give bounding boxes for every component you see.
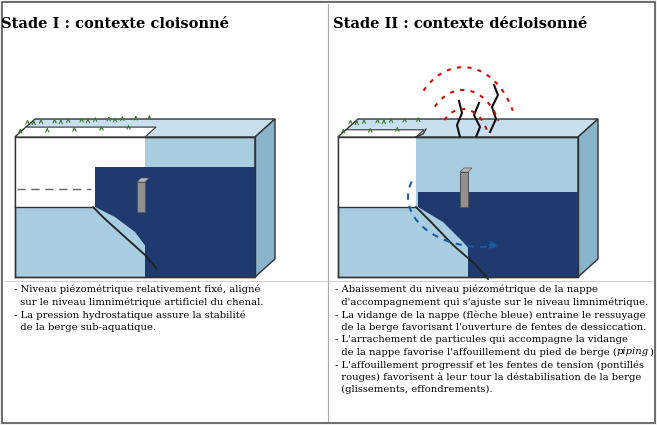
Polygon shape xyxy=(137,178,149,182)
Polygon shape xyxy=(468,192,578,277)
Text: ): ) xyxy=(649,348,653,357)
Polygon shape xyxy=(95,167,255,267)
Text: de la nappe favorise l'affouillement du pied de berge (: de la nappe favorise l'affouillement du … xyxy=(335,348,617,357)
Text: de la berge favorisant l'ouverture de fentes de dessiccation.: de la berge favorisant l'ouverture de fe… xyxy=(335,323,646,332)
Text: (glissements, effondrements).: (glissements, effondrements). xyxy=(335,385,493,394)
Polygon shape xyxy=(418,192,578,277)
Polygon shape xyxy=(338,137,416,207)
Polygon shape xyxy=(15,137,255,277)
Text: - L'arrachement de particules qui accompagne la vidange: - L'arrachement de particules qui accomp… xyxy=(335,335,628,344)
Text: piping: piping xyxy=(617,348,649,357)
Text: rouges) favorisent à leur tour la déstabilisation de la berge: rouges) favorisent à leur tour la déstab… xyxy=(335,372,641,382)
Polygon shape xyxy=(15,137,93,207)
Text: sur le niveau limnimétrique artificiel du chenal.: sur le niveau limnimétrique artificiel d… xyxy=(14,298,263,307)
Polygon shape xyxy=(145,167,255,277)
Polygon shape xyxy=(338,119,598,137)
Polygon shape xyxy=(15,127,156,137)
Polygon shape xyxy=(255,119,275,277)
Text: Stade II : contexte décloisonné: Stade II : contexte décloisonné xyxy=(333,17,587,31)
Polygon shape xyxy=(460,168,472,172)
Polygon shape xyxy=(460,172,468,207)
Text: Stade I : contexte cloisonné: Stade I : contexte cloisonné xyxy=(1,17,229,31)
Text: - Niveau piézométrique relativement fixé, aligné: - Niveau piézométrique relativement fixé… xyxy=(14,285,260,295)
Text: - Abaissement du niveau piézométrique de la nappe: - Abaissement du niveau piézométrique de… xyxy=(335,285,598,295)
Polygon shape xyxy=(338,130,424,137)
Text: - La vidange de la nappe (flèche bleue) entraine le ressuyage: - La vidange de la nappe (flèche bleue) … xyxy=(335,310,646,320)
Text: de la berge sub-aquatique.: de la berge sub-aquatique. xyxy=(14,323,156,332)
Text: - L'affouillement progressif et les fentes de tension (pontillés: - L'affouillement progressif et les fent… xyxy=(335,360,644,369)
Polygon shape xyxy=(338,137,416,207)
Text: - La pression hydrostatique assure la stabilité: - La pression hydrostatique assure la st… xyxy=(14,310,246,320)
Polygon shape xyxy=(15,119,275,137)
Polygon shape xyxy=(15,137,145,207)
Text: d'accompagnement qui s'ajuste sur le niveau limnimétrique.: d'accompagnement qui s'ajuste sur le niv… xyxy=(335,298,648,307)
Polygon shape xyxy=(578,119,598,277)
Polygon shape xyxy=(137,182,145,212)
Polygon shape xyxy=(338,137,578,277)
